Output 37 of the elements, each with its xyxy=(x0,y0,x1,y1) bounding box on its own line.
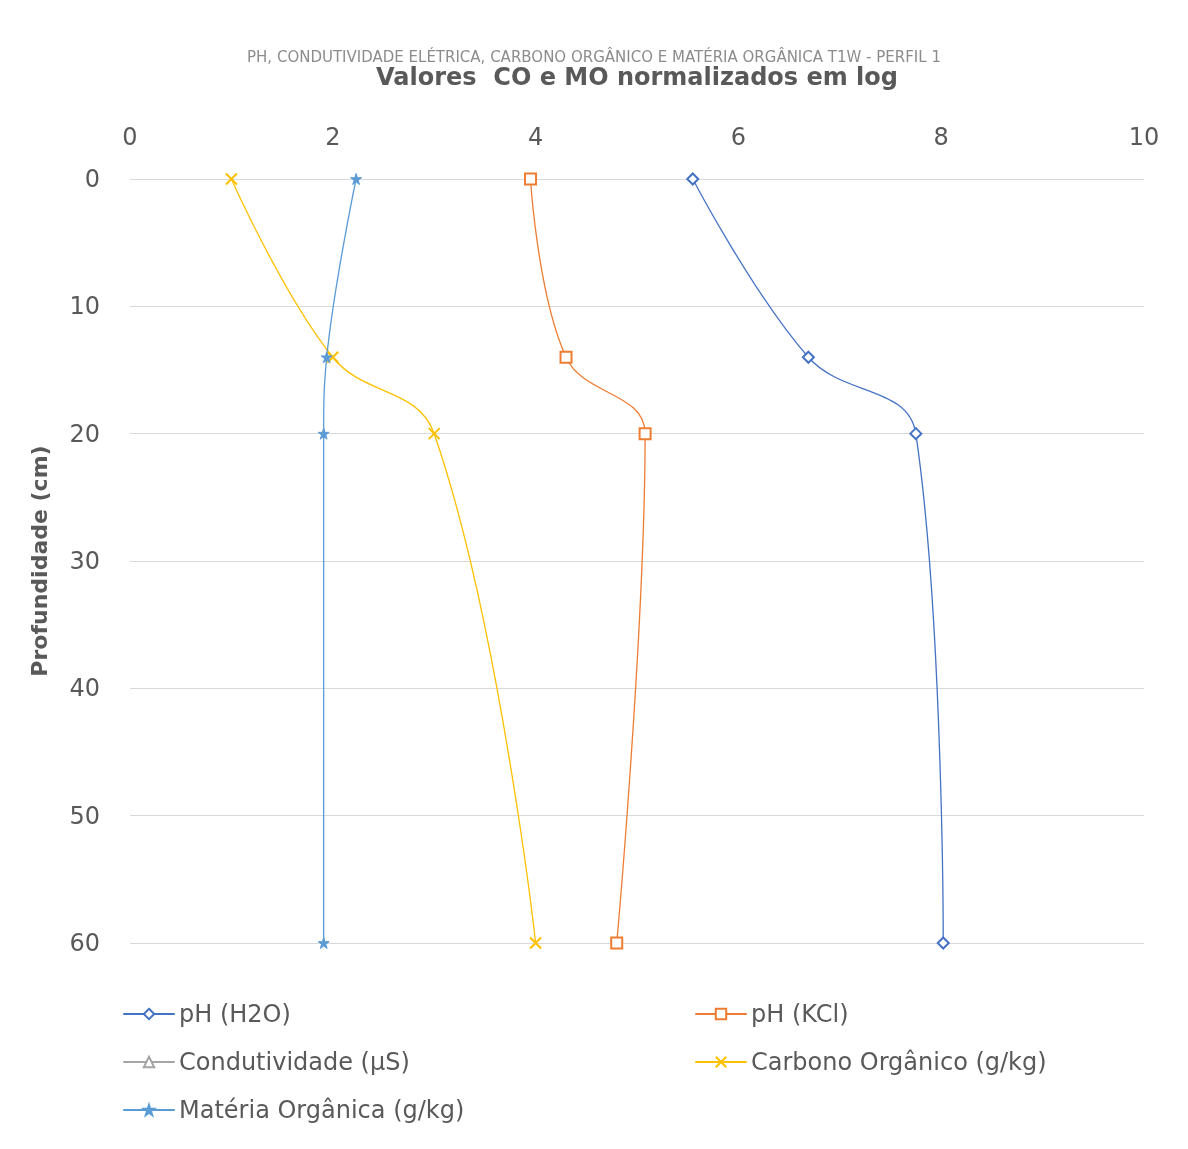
x-tick-label: 8 xyxy=(933,123,949,151)
legend-label: Condutividade (µS) xyxy=(179,1048,410,1076)
y-tick-label: 10 xyxy=(69,292,100,321)
legend-label: Carbono Orgânico (g/kg) xyxy=(751,1048,1047,1076)
legend-label: pH (KCl) xyxy=(751,1000,849,1028)
point xyxy=(801,350,815,364)
point xyxy=(936,936,950,950)
point xyxy=(317,427,330,440)
y-tick-label: 20 xyxy=(69,419,100,448)
x-tick-label: 4 xyxy=(527,123,544,151)
point xyxy=(224,172,238,186)
point xyxy=(909,427,923,441)
point xyxy=(317,937,330,949)
point xyxy=(686,172,700,186)
point xyxy=(559,350,573,364)
point xyxy=(529,936,543,950)
point xyxy=(320,351,333,364)
y-tick-label: 40 xyxy=(69,674,100,703)
point xyxy=(524,172,538,186)
point xyxy=(326,350,340,364)
x-tick-label: 0 xyxy=(122,123,138,151)
y-tick-label: 50 xyxy=(69,801,100,830)
y-tick-label: 0 xyxy=(84,165,100,193)
y-tick-label: 60 xyxy=(69,929,100,957)
y-axis-title: Profundidade (cm) xyxy=(26,445,52,677)
legend-label: Matéria Orgânica (g/kg) xyxy=(179,1096,465,1124)
chart-title: PH, CONDUTIVIDADE ELÉTRICA, CARBONO ORGÂNICO E MATÉRIA ORGÂNICA T1W - PERFIL 1 xyxy=(247,46,941,66)
x-tick-label: 6 xyxy=(730,123,747,151)
x-axis-title: Valores CO e MO normalizados em log xyxy=(376,63,898,91)
point xyxy=(350,173,363,185)
point xyxy=(610,936,624,950)
x-tick-label: 10 xyxy=(1128,123,1160,151)
legend-label: pH (H2O) xyxy=(179,1000,291,1028)
x-tick-label: 2 xyxy=(325,123,341,151)
y-tick-label: 30 xyxy=(69,547,100,575)
point xyxy=(427,427,441,441)
point xyxy=(638,427,652,441)
